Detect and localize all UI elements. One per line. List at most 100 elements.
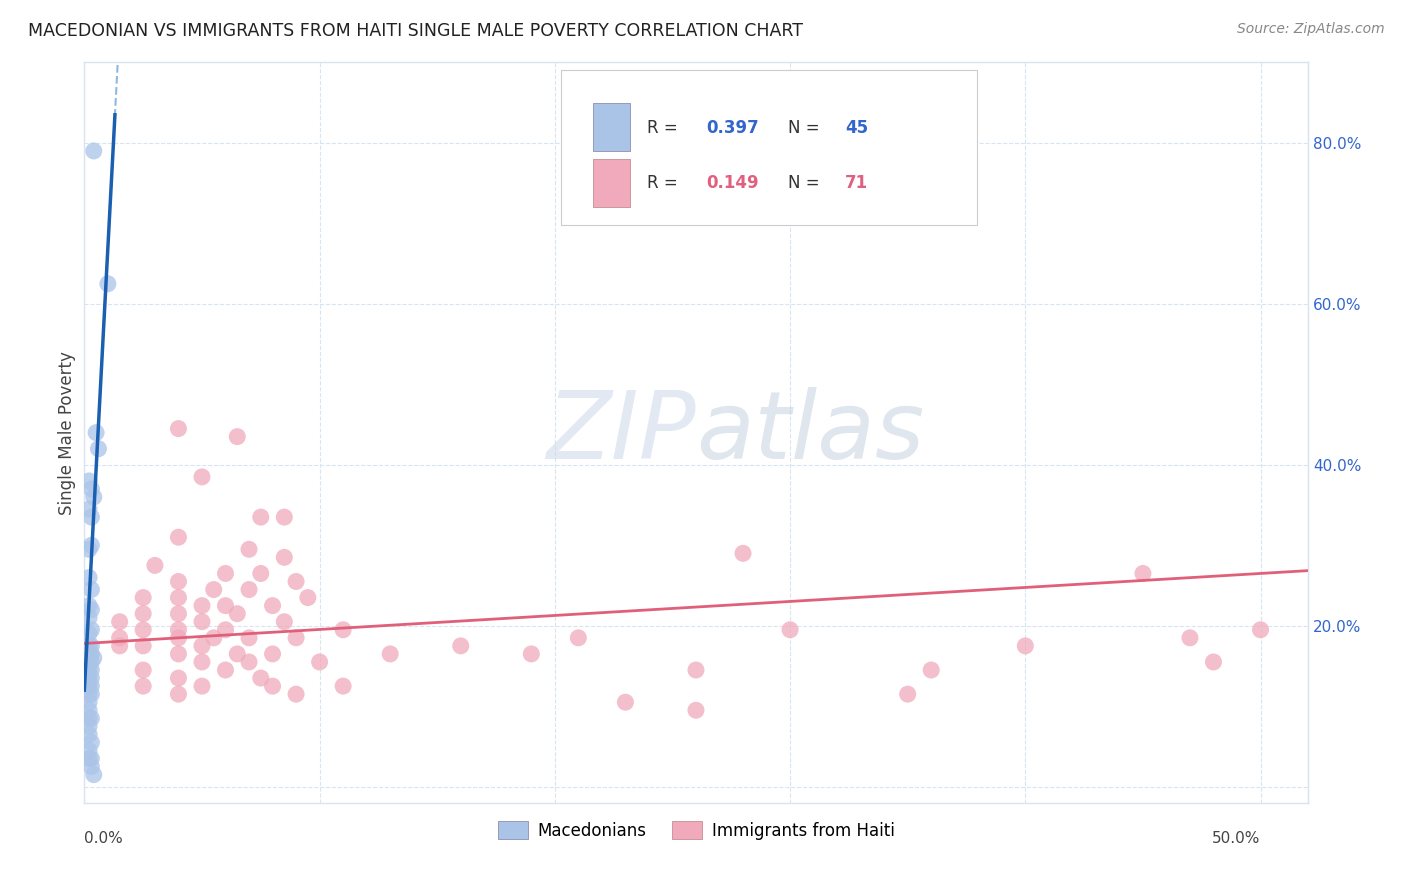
Point <box>920 663 942 677</box>
Point <box>214 566 236 581</box>
Y-axis label: Single Male Poverty: Single Male Poverty <box>58 351 76 515</box>
Point <box>132 663 155 677</box>
Point <box>80 687 103 701</box>
Text: 0.397: 0.397 <box>706 119 758 136</box>
Point <box>214 599 236 613</box>
Point <box>80 711 103 725</box>
Point <box>80 582 103 597</box>
Point <box>614 695 637 709</box>
Point <box>520 647 543 661</box>
Point <box>567 631 589 645</box>
Point <box>1202 655 1225 669</box>
Point <box>167 647 190 661</box>
Point <box>80 538 103 552</box>
Point <box>77 671 100 685</box>
Point <box>108 639 131 653</box>
Point <box>77 727 100 741</box>
Point <box>214 663 236 677</box>
Point <box>108 615 131 629</box>
Point <box>167 530 190 544</box>
Point <box>77 719 100 733</box>
Point <box>238 631 260 645</box>
FancyBboxPatch shape <box>593 159 630 207</box>
Point <box>202 582 225 597</box>
Point <box>332 623 354 637</box>
Point <box>249 566 271 581</box>
Point <box>273 550 295 565</box>
Point <box>238 582 260 597</box>
Point <box>380 647 402 661</box>
Point <box>77 474 100 488</box>
Point <box>77 627 100 641</box>
Point <box>226 647 249 661</box>
Point <box>80 759 103 773</box>
Point <box>80 639 103 653</box>
Point <box>779 623 801 637</box>
Point <box>77 703 100 717</box>
Point <box>285 631 308 645</box>
Point <box>897 687 920 701</box>
Point <box>297 591 319 605</box>
Text: ZIP: ZIP <box>547 387 696 478</box>
Point <box>262 599 284 613</box>
Point <box>77 655 100 669</box>
Point <box>132 591 155 605</box>
Point <box>108 631 131 645</box>
Point <box>191 655 214 669</box>
Point <box>132 607 155 621</box>
Point <box>238 542 260 557</box>
Point <box>167 631 190 645</box>
Text: N =: N = <box>787 119 824 136</box>
Text: 50.0%: 50.0% <box>1212 831 1261 846</box>
Point <box>132 623 155 637</box>
Point <box>685 703 707 717</box>
Point <box>132 639 155 653</box>
Point <box>77 570 100 584</box>
Text: 71: 71 <box>845 174 869 192</box>
Point <box>273 615 295 629</box>
Point <box>214 623 236 637</box>
Text: MACEDONIAN VS IMMIGRANTS FROM HAITI SINGLE MALE POVERTY CORRELATION CHART: MACEDONIAN VS IMMIGRANTS FROM HAITI SING… <box>28 22 803 40</box>
Point <box>80 655 103 669</box>
Point <box>202 631 225 645</box>
FancyBboxPatch shape <box>561 70 977 226</box>
Point <box>80 647 103 661</box>
Point <box>77 647 100 661</box>
Point <box>450 639 472 653</box>
Point <box>191 599 214 613</box>
Point <box>80 623 103 637</box>
Point <box>285 687 308 701</box>
Point <box>77 542 100 557</box>
Point <box>132 679 155 693</box>
Point <box>273 510 295 524</box>
Point <box>84 425 107 440</box>
Point <box>77 711 100 725</box>
Point <box>77 610 100 624</box>
Point <box>191 639 214 653</box>
Point <box>80 482 103 496</box>
Point <box>77 639 100 653</box>
Text: Source: ZipAtlas.com: Source: ZipAtlas.com <box>1237 22 1385 37</box>
Point <box>1178 631 1201 645</box>
Point <box>83 144 105 158</box>
Point <box>77 599 100 613</box>
Point <box>77 679 100 693</box>
Point <box>226 607 249 621</box>
Point <box>83 490 105 504</box>
Point <box>332 679 354 693</box>
Point <box>167 623 190 637</box>
Point <box>80 751 103 765</box>
FancyBboxPatch shape <box>593 103 630 152</box>
Point <box>191 615 214 629</box>
Point <box>167 607 190 621</box>
Point <box>238 655 260 669</box>
Point <box>87 442 110 456</box>
Text: atlas: atlas <box>696 387 924 478</box>
Point <box>1250 623 1272 637</box>
Point <box>285 574 308 589</box>
Point <box>191 679 214 693</box>
Point <box>80 679 103 693</box>
Text: N =: N = <box>787 174 824 192</box>
Point <box>77 695 100 709</box>
Point <box>167 421 190 435</box>
